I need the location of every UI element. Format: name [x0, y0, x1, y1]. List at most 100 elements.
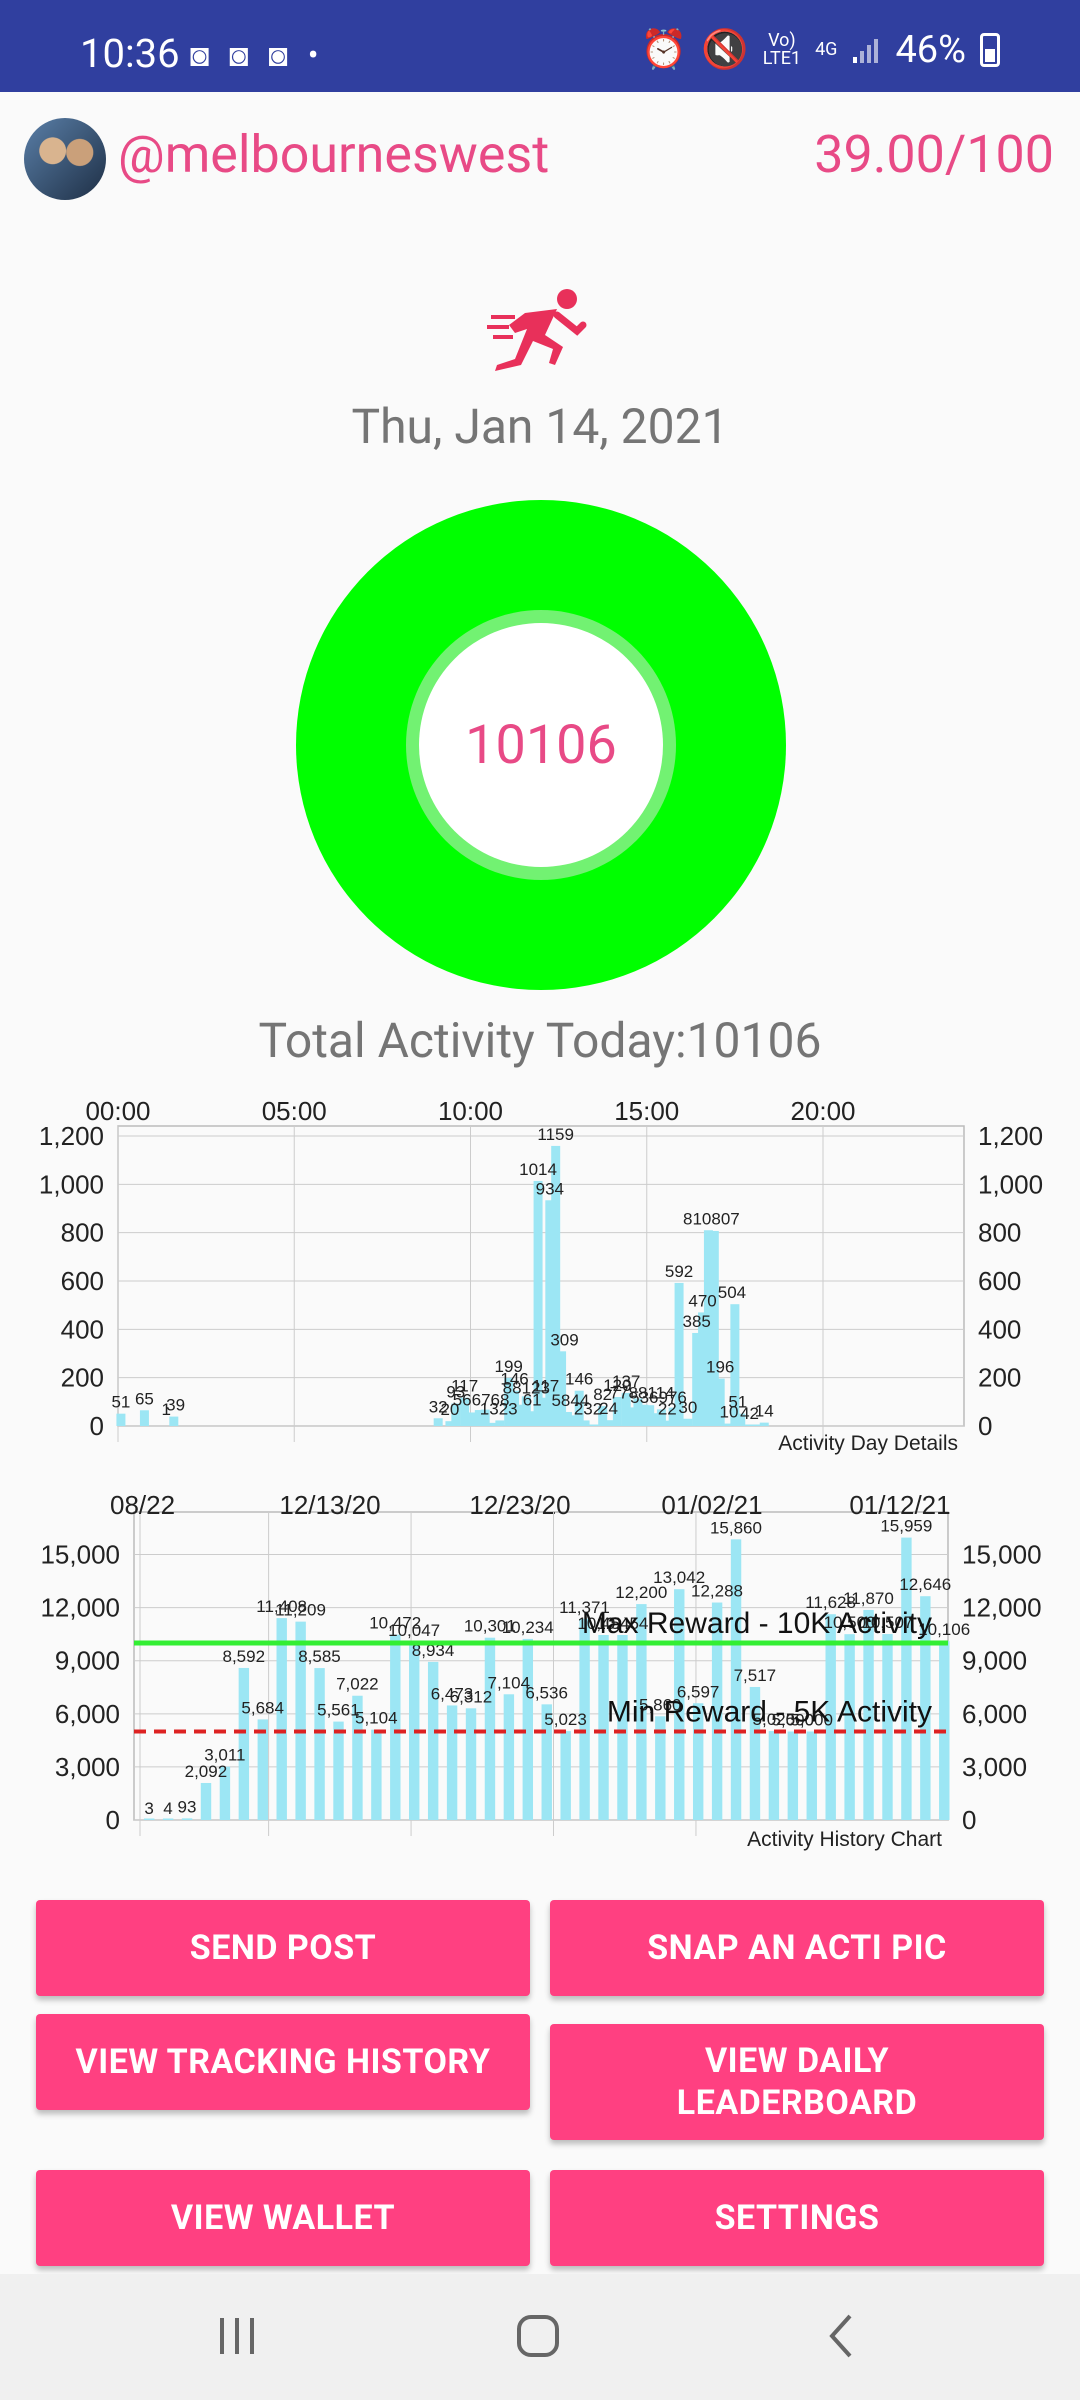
day-y-tick-right: 0: [978, 1411, 992, 1441]
view-wallet-button[interactable]: VIEW WALLET: [36, 2170, 530, 2266]
history-data-label: 5,000: [771, 1711, 814, 1730]
history-y-tick-left: 3,000: [55, 1752, 120, 1782]
history-data-label: 15,959: [880, 1517, 932, 1536]
send-post-button[interactable]: SEND POST: [36, 1900, 530, 1996]
history-bar: [352, 1695, 363, 1820]
history-data-label: 10,047: [388, 1621, 440, 1640]
day-bar: [730, 1304, 740, 1426]
day-data-label: 385: [683, 1312, 711, 1331]
history-bar: [655, 1716, 666, 1820]
history-y-tick-right: 6,000: [962, 1699, 1027, 1729]
history-x-tick: 12/13/20: [279, 1490, 380, 1520]
history-bar: [787, 1731, 799, 1820]
history-bar: [598, 1634, 609, 1820]
day-bar: [639, 1404, 649, 1426]
score: 39.00/100: [814, 124, 1054, 185]
history-data-label: 10,472: [369, 1614, 421, 1633]
history-bar: [276, 1618, 287, 1820]
total-activity-label: Total Activity Today:10106: [258, 1012, 822, 1069]
day-data-label: 10: [720, 1403, 739, 1422]
day-bar: [527, 1411, 537, 1426]
history-data-label: 11,209: [275, 1601, 326, 1620]
day-x-tick: 00:00: [85, 1096, 150, 1126]
activity-history-chart: 0 0 3,000 3,000 6,000 6,000 9,000 9,000 12,000 12…: [40, 1490, 1042, 1851]
home-icon[interactable]: [514, 2312, 562, 2360]
day-bar: [662, 1420, 672, 1426]
history-data-label: 12,200: [615, 1583, 667, 1602]
day-y-tick-left: 0: [90, 1411, 104, 1441]
history-bar: [295, 1621, 306, 1820]
history-bar: [806, 1731, 817, 1820]
signal-icon: [853, 39, 879, 63]
day-bar: [568, 1415, 578, 1426]
day-bar: [510, 1390, 520, 1426]
day-bar: [683, 1418, 693, 1426]
day-bar: [715, 1378, 725, 1426]
day-y-tick-left: 200: [61, 1363, 104, 1393]
day-bar: [495, 1420, 505, 1426]
day-data-label: 592: [665, 1262, 693, 1281]
history-bar: [882, 1634, 893, 1820]
history-bar: [238, 1667, 250, 1820]
history-bar: [200, 1782, 212, 1820]
history-bar: [390, 1634, 401, 1820]
history-y-tick-left: 9,000: [55, 1646, 120, 1676]
day-data-label: 196: [706, 1358, 734, 1377]
history-bar: [522, 1638, 534, 1820]
history-data-label: 5,025: [753, 1710, 796, 1729]
day-bar: [557, 1351, 567, 1426]
history-data-label: 10,454: [596, 1614, 648, 1633]
day-bar: [656, 1409, 666, 1426]
day-chart-title: Activity Day Details: [778, 1432, 958, 1455]
day-data-label: 536976: [630, 1388, 687, 1407]
history-bar: [181, 1818, 193, 1820]
history-data-label: 8,585: [298, 1647, 341, 1666]
date-label: Thu, Jan 14, 2021: [351, 398, 729, 455]
day-data-label: 61: [523, 1390, 542, 1409]
day-bar: [521, 1396, 531, 1426]
day-bar: [759, 1422, 769, 1426]
back-icon[interactable]: [824, 2312, 858, 2360]
notification-icons: ◙ ◙ ◙ •: [190, 36, 325, 74]
day-y-tick-left: 1,200: [39, 1121, 104, 1151]
snap-pic-button[interactable]: SNAP AN ACTI PIC: [550, 1900, 1044, 1996]
username[interactable]: @melbourneswest: [118, 124, 550, 185]
day-y-tick-right: 1,000: [978, 1169, 1043, 1199]
day-bar: [612, 1397, 622, 1426]
history-bar: [692, 1703, 704, 1820]
history-bar: [314, 1668, 325, 1820]
day-bar: [515, 1404, 525, 1426]
navigation-bar: [0, 2274, 1080, 2400]
settings-button[interactable]: SETTINGS: [550, 2170, 1044, 2266]
activity-ring: 10106: [296, 500, 786, 990]
history-bar: [920, 1596, 931, 1820]
history-data-label: 10,234: [502, 1618, 554, 1637]
recents-icon[interactable]: [216, 2314, 258, 2358]
avatar[interactable]: [24, 118, 106, 200]
history-data-label: 6,597: [677, 1682, 720, 1701]
history-y-tick-right: 0: [962, 1805, 976, 1835]
history-data-label: 7,022: [336, 1675, 379, 1694]
day-y-tick-left: 800: [61, 1218, 104, 1248]
history-bar: [844, 1634, 855, 1820]
view-daily-leaderboard-button[interactable]: VIEW DAILY LEADERBOARD: [550, 2024, 1044, 2140]
history-bar: [636, 1604, 647, 1820]
day-bar: [451, 1403, 461, 1426]
history-y-tick-right: 15,000: [962, 1540, 1042, 1570]
history-data-label: 11,371: [559, 1598, 610, 1617]
view-tracking-history-button[interactable]: VIEW TRACKING HISTORY: [36, 2014, 530, 2110]
history-x-tick: 12/23/20: [469, 1490, 570, 1520]
day-y-tick-left: 1,000: [39, 1169, 104, 1199]
history-data-label: 5,684: [241, 1698, 284, 1717]
history-bar: [579, 1618, 590, 1820]
day-data-label: 14: [755, 1402, 774, 1421]
day-bar: [139, 1410, 149, 1426]
day-data-label: 470: [688, 1291, 716, 1310]
day-bar: [709, 1230, 719, 1426]
day-y-tick-right: 200: [978, 1363, 1021, 1393]
activity-day-chart: 0 0 200 200 400 400 600 600 800 800 1,000 1,000 1,20…: [39, 1096, 1043, 1455]
day-bar: [551, 1145, 561, 1426]
day-y-tick-left: 600: [61, 1266, 104, 1296]
history-bar: [901, 1537, 912, 1820]
day-data-label: 30: [678, 1398, 697, 1417]
